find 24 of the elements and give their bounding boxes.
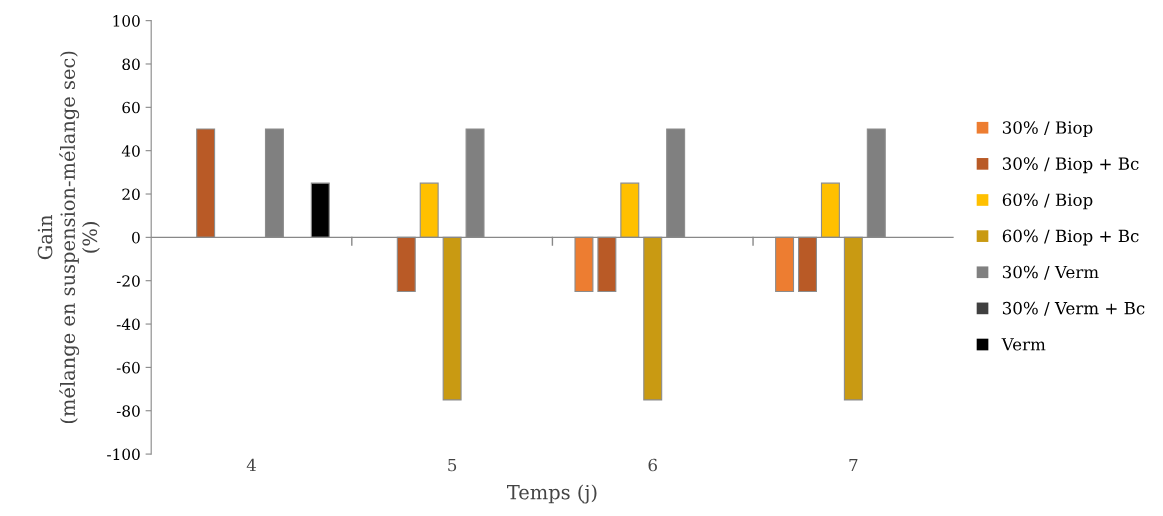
legend-label: 30% / Verm + Bc <box>1002 301 1145 316</box>
y-axis-title: Gain (mélange en suspension-mélange sec) (%) <box>37 51 100 424</box>
y-tick-label: 20 <box>122 188 140 201</box>
y-tick-label: -80 <box>116 405 140 417</box>
y-tick-label: -20 <box>116 275 140 287</box>
y-tick-label: -40 <box>116 318 140 331</box>
y-tick-label: 0 <box>132 231 140 244</box>
legend-label: 30% / Biop + Bc <box>1002 157 1139 174</box>
legend-label: 60% / Biop + Bc <box>1002 229 1139 246</box>
y-tick-label: -60 <box>116 361 140 374</box>
x-tick-label: 7 <box>849 458 858 472</box>
y-tick-label: 80 <box>122 58 140 71</box>
legend-label: Verm <box>1001 338 1046 351</box>
y-tick-label: 40 <box>121 145 140 157</box>
x-axis-title: Temps (j) <box>507 484 597 504</box>
legend-label: 30% / Biop <box>1002 121 1093 138</box>
y-tick-label: 60 <box>122 101 140 114</box>
x-tick-label: 5 <box>448 458 457 472</box>
x-tick-label: 6 <box>648 458 657 472</box>
legend-label: 60% / Biop <box>1002 193 1093 210</box>
y-tick-label: 100 <box>113 15 140 27</box>
y-tick-label: -100 <box>107 448 140 461</box>
legend-label: 30% / Verm <box>1002 265 1099 280</box>
x-tick-label: 4 <box>246 458 256 472</box>
